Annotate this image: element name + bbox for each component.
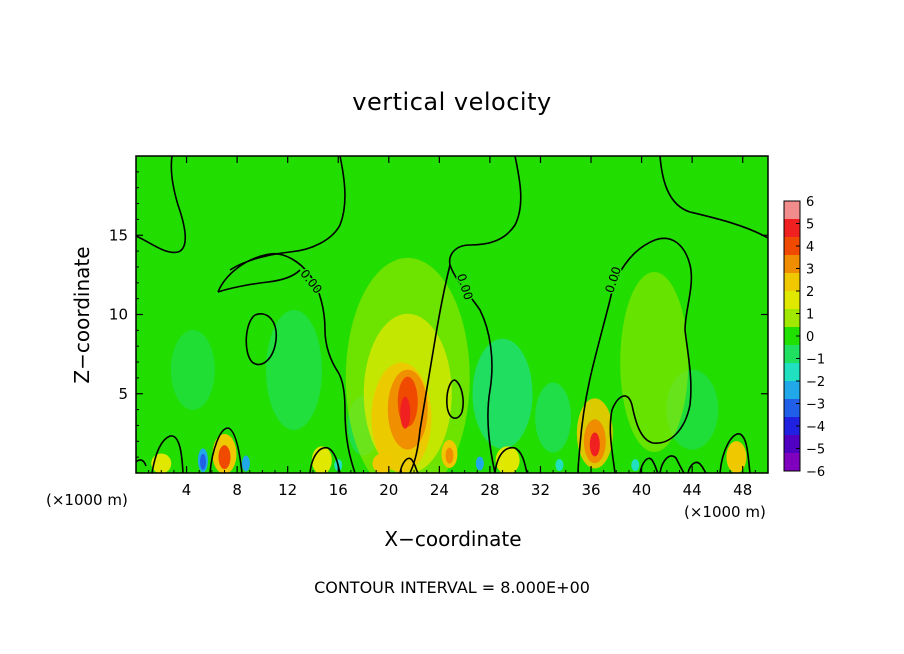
- surface-updraft: [311, 446, 332, 473]
- contour-zero: [409, 264, 451, 473]
- contour-surface: [639, 457, 659, 473]
- contour-surface: [136, 459, 147, 467]
- colorbar-label: 1: [806, 308, 814, 323]
- updraft-core: [589, 432, 600, 457]
- colorbar-label: −2: [806, 375, 825, 390]
- colorbar-label: 0: [806, 330, 814, 345]
- contour-zero: [217, 269, 301, 293]
- colorbar-swatch: [784, 435, 800, 454]
- colorbar-label: −3: [806, 398, 825, 413]
- colorbar-swatch: [784, 453, 800, 472]
- colorbar-swatch: [784, 219, 800, 238]
- x-tick-label: 36: [581, 481, 600, 499]
- x-tick-label: 32: [531, 481, 550, 499]
- contour-surface: [209, 427, 243, 473]
- colorbar-swatch: [784, 201, 800, 220]
- colorbar-swatch: [784, 291, 800, 310]
- x-axis: 4 8 12 16 20 24 28 32 36 40 44 48: [148, 156, 756, 499]
- colorbar-label: 4: [806, 240, 814, 255]
- x-tick-label: 48: [733, 481, 752, 499]
- surface-updraft: [218, 445, 231, 470]
- colorbar-swatch: [784, 327, 800, 346]
- x-tick-label: 4: [182, 481, 192, 499]
- contour-surface: [399, 457, 419, 473]
- plot-area: 0.00 0.00 0.00: [136, 156, 768, 473]
- contour-zero: [217, 252, 356, 473]
- colorbar-label: 6: [806, 195, 814, 210]
- y-axis-unit: (×1000 m): [46, 491, 128, 509]
- colorbar-label: −6: [806, 465, 825, 480]
- colorbar-swatch: [784, 345, 800, 364]
- contour-interval-note: CONTOUR INTERVAL = 8.000E+00: [314, 578, 590, 597]
- colorbar: 6 5 4 3 2 1 0 −1 −2 −3 −4 −5 −6: [783, 195, 825, 480]
- contour-zero: [659, 156, 768, 239]
- surface-updraft: [726, 441, 747, 473]
- colorbar-label: 2: [806, 285, 814, 300]
- downdraft-region: [535, 382, 572, 453]
- updraft-region: [620, 272, 689, 453]
- colorbar-swatch: [784, 417, 800, 436]
- x-tick-label: 24: [430, 481, 449, 499]
- contour-surface: [494, 446, 528, 473]
- y-tick-label: 5: [118, 385, 128, 403]
- downdraft-region: [266, 309, 322, 430]
- contour-zero: [448, 156, 522, 473]
- x-axis-label: X−coordinate: [384, 527, 522, 551]
- colorbar-label: −5: [806, 443, 825, 458]
- surface-downdraft: [475, 456, 484, 471]
- surface-updraft: [495, 446, 520, 473]
- downdraft-region: [170, 329, 215, 410]
- x-axis-unit: (×1000 m): [684, 503, 766, 521]
- colorbar-label: −4: [806, 420, 825, 435]
- colorbar-swatch: [784, 399, 800, 418]
- updraft-core: [400, 396, 411, 429]
- downdraft-region: [472, 338, 533, 449]
- surface-downdraft: [631, 459, 640, 472]
- contour-surface: [151, 435, 184, 473]
- x-tick-label: 28: [480, 481, 499, 499]
- contour-zero: [446, 379, 464, 419]
- surface-updraft: [445, 447, 454, 464]
- surface-downdraft: [555, 459, 564, 472]
- contour-zero: [245, 313, 278, 366]
- contour-zero: [229, 156, 346, 271]
- x-tick-label: 40: [632, 481, 651, 499]
- chart-title: vertical velocity: [352, 88, 552, 116]
- contour-surface: [659, 455, 685, 473]
- colorbar-swatch: [784, 363, 800, 382]
- y-axis: 5 10 15: [109, 171, 768, 458]
- y-tick-label: 10: [109, 306, 128, 324]
- surface-downdraft: [199, 453, 206, 470]
- colorbar-swatch: [784, 273, 800, 292]
- contour-zero: [577, 299, 611, 473]
- x-tick-label: 12: [278, 481, 297, 499]
- colorbar-label: 5: [806, 218, 814, 233]
- contour-surface: [309, 446, 341, 473]
- colorbar-label: 3: [806, 263, 814, 278]
- colorbar-swatch: [784, 381, 800, 400]
- surface-updraft: [151, 453, 172, 473]
- y-tick-label: 15: [109, 226, 128, 244]
- x-tick-label: 8: [232, 481, 242, 499]
- surface-downdraft: [241, 455, 250, 472]
- colorbar-swatch: [784, 309, 800, 328]
- colorbar-swatch: [784, 237, 800, 256]
- x-tick-label: 44: [683, 481, 702, 499]
- contour-surface: [719, 433, 751, 473]
- contour-lines: [136, 156, 768, 473]
- surface-updraft: [372, 453, 393, 473]
- colorbar-swatch: [784, 255, 800, 274]
- x-tick-label: 20: [379, 481, 398, 499]
- colorbar-label: −1: [806, 353, 825, 368]
- contour-zero: [136, 156, 186, 254]
- contour-zero: [609, 237, 693, 473]
- x-tick-label: 16: [329, 481, 348, 499]
